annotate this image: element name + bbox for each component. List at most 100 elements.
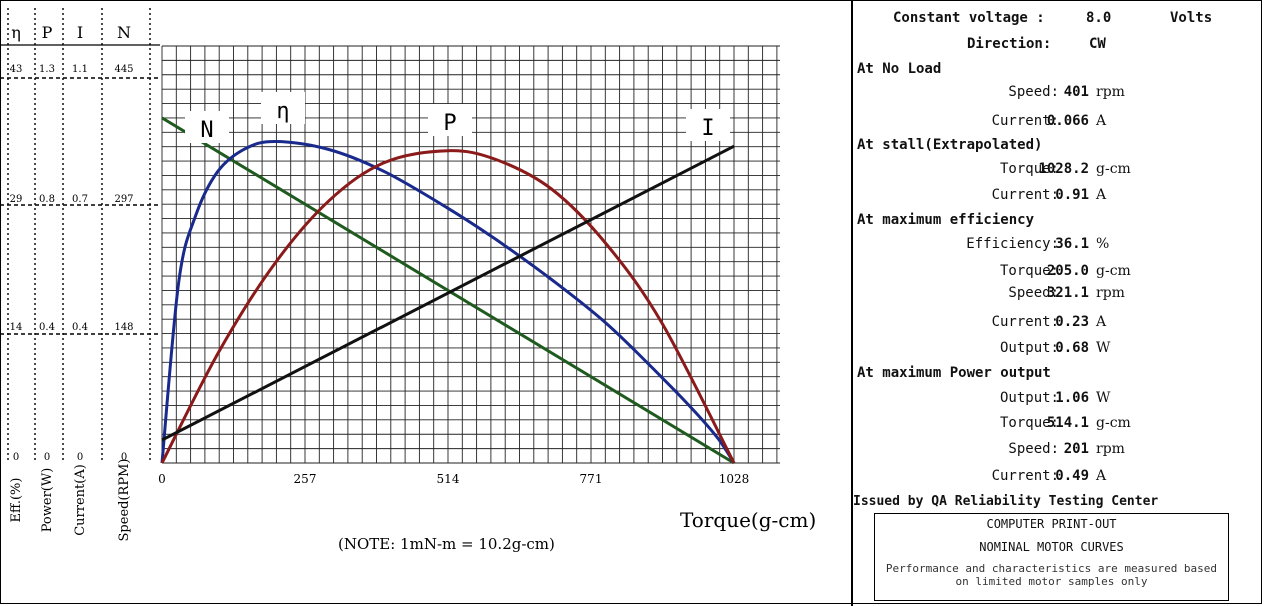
axis-tick-label: 1.3 <box>39 64 55 75</box>
axis-title-3: Current(A) <box>73 464 88 536</box>
max-power-current-row: Current: 0.49 A <box>853 468 1264 490</box>
row-unit: W <box>1096 340 1111 356</box>
left-axes: η 43 29 14 0 Eff.(%) P 1.3 0.8 0.4 0 Power(W) I 1.1 0.… <box>0 8 160 541</box>
row-unit: g-cm <box>1096 415 1131 431</box>
axis-tick-label: 0.4 <box>72 322 88 333</box>
row-label: Current: <box>991 468 1059 484</box>
axis-tick-label: 0 <box>44 452 50 463</box>
max-eff-current-row: Current: 0.23 A <box>853 314 1264 336</box>
axis-title-2: Power(W) <box>40 468 55 533</box>
row-unit: g-cm <box>1096 161 1131 177</box>
axis-title-1: Eff.(%) <box>9 478 24 523</box>
stall-current-row: Current: 0.91 A <box>853 187 1264 209</box>
row-label: Output: <box>999 340 1059 356</box>
curve-N <box>161 116 735 465</box>
max-eff-efficiency-row: Efficiency: 36.1 % <box>853 236 1264 258</box>
curve-I <box>161 144 735 442</box>
axis-tick-label: 445 <box>114 64 133 75</box>
row-label: Speed: <box>1008 285 1059 301</box>
row-label: Speed: <box>1008 441 1059 457</box>
axis-tick-label: 0.8 <box>39 194 55 205</box>
constant-voltage-label: Constant voltage : <box>893 10 1045 26</box>
row-unit: A <box>1096 314 1107 330</box>
curve-eta <box>160 139 736 464</box>
row-unit: W <box>1096 390 1111 406</box>
curve-label: N <box>200 118 213 143</box>
x-axis-label: Torque(g-cm) <box>680 508 816 532</box>
row-value: 401 <box>1063 84 1089 100</box>
constant-voltage-unit: Volts <box>1170 10 1213 26</box>
max-eff-output-row: Output: 0.68 W <box>853 340 1264 362</box>
max-eff-heading: At maximum efficiency <box>857 212 1035 228</box>
axis-tick-label: 297 <box>114 194 133 205</box>
row-unit: % <box>1096 236 1110 252</box>
x-tick-label: 771 <box>580 472 603 486</box>
axis-tick-label: 29 <box>10 194 23 205</box>
row-value: 36.1 <box>1055 236 1089 252</box>
stall-torque-row: Torque: 1028.2 g-cm <box>853 161 1264 183</box>
row-value: 1.06 <box>1055 390 1089 406</box>
axis-symbol-3: I <box>77 23 83 42</box>
box-note-line1: Performance and characteristics are meas… <box>885 562 1218 575</box>
row-label: Torque: <box>999 161 1059 177</box>
no-load-speed-row: Speed: 401 rpm <box>853 84 1264 106</box>
row-unit: rpm <box>1096 285 1125 301</box>
no-load-current-row: Current: 0.066 A <box>853 113 1264 135</box>
axis-tick-label: 148 <box>114 322 133 333</box>
motor-curve-chart: η 43 29 14 0 Eff.(%) P 1.3 0.8 0.4 0 Power(W) I 1.1 0.… <box>0 8 816 553</box>
axis-tick-label: 0.7 <box>72 194 88 205</box>
row-unit: rpm <box>1096 441 1125 457</box>
max-power-torque-row: Torque: 514.1 g-cm <box>853 415 1264 437</box>
curve-labels: Nη P I <box>185 92 730 143</box>
row-value: 201 <box>1063 441 1089 457</box>
axis-tick-label: 0 <box>121 452 127 463</box>
box-subtitle: NOMINAL MOTOR CURVES <box>979 540 1124 554</box>
row-label: Speed: <box>1008 84 1059 100</box>
no-load-heading: At No Load <box>857 61 942 77</box>
curve-P <box>160 149 736 464</box>
row-label: Torque: <box>999 263 1059 279</box>
row-value: 0.68 <box>1055 340 1089 356</box>
row-unit: rpm <box>1096 84 1125 100</box>
conversion-note: (NOTE: 1mN-m = 10.2g-cm) <box>338 535 555 553</box>
max-power-output-row: Output: 1.06 W <box>853 390 1264 412</box>
x-tick-label: 1028 <box>719 472 750 486</box>
row-label: Output: <box>999 390 1059 406</box>
row-unit: A <box>1096 113 1107 129</box>
curve-label-bg <box>261 92 305 124</box>
curves <box>160 116 736 465</box>
max-power-heading: At maximum Power output <box>857 365 1051 381</box>
row-value: 205.0 <box>1046 263 1089 279</box>
direction-value: CW <box>1089 36 1106 52</box>
curve-label: η <box>276 99 289 124</box>
row-unit: A <box>1096 187 1107 203</box>
row-value: 514.1 <box>1046 415 1089 431</box>
curve-label-bg <box>185 111 229 143</box>
max-eff-speed-row: Speed: 321.1 rpm <box>853 285 1264 307</box>
spec-panel: Constant voltage : 8.0 Volts Direction: … <box>851 0 1264 606</box>
curve-label: P <box>443 111 456 136</box>
x-tick-label: 0 <box>158 472 166 486</box>
row-label: Current: <box>991 314 1059 330</box>
axis-tick-label: 0 <box>13 452 19 463</box>
x-tick-label: 257 <box>294 472 317 486</box>
max-power-speed-row: Speed: 201 rpm <box>853 441 1264 463</box>
row-label: Torque: <box>999 415 1059 431</box>
box-title: COMPUTER PRINT-OUT <box>986 517 1117 531</box>
row-unit: g-cm <box>1096 263 1131 279</box>
curve-label-bg <box>686 109 730 141</box>
axis-tick-label: 14 <box>10 322 23 333</box>
row-unit: A <box>1096 468 1107 484</box>
row-value: 0.066 <box>1046 113 1089 129</box>
axis-title-4: Speed(RPM) <box>117 459 132 542</box>
curve-label: I <box>701 116 714 141</box>
printout-box: COMPUTER PRINT-OUT NOMINAL MOTOR CURVES … <box>874 513 1229 601</box>
row-label: Efficiency: <box>966 236 1059 252</box>
row-value: 0.23 <box>1055 314 1089 330</box>
axis-tick-label: 1.1 <box>72 64 88 75</box>
chart-grid <box>161 45 780 464</box>
max-eff-torque-row: Torque: 205.0 g-cm <box>853 263 1264 285</box>
curve-label-bg <box>428 104 472 136</box>
x-ticks: 0 257 514 771 1028 <box>158 472 749 486</box>
